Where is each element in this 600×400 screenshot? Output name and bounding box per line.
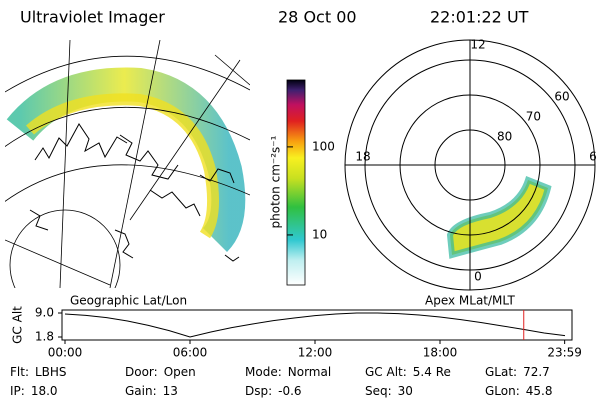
date: 28 Oct 00	[278, 8, 357, 27]
info-label: GLon:	[485, 384, 520, 398]
grid	[5, 40, 250, 288]
mlat-label: 80	[497, 129, 512, 143]
alt-frame	[61, 309, 573, 341]
info-item: Gain: 13	[125, 384, 178, 398]
info-label: Flt:	[10, 365, 29, 379]
info-label: IP:	[10, 384, 25, 398]
info-value: LBHS	[35, 365, 67, 379]
mlt-label: 12	[470, 38, 485, 52]
colorbar-tick-label: 100	[312, 139, 335, 153]
colorbar-label: photon cm⁻²s⁻¹	[269, 135, 283, 228]
y-tick-label: 9.0	[35, 306, 54, 320]
polar-label: Apex MLat/MLT	[425, 294, 515, 308]
info-value: 5.4 Re	[413, 365, 451, 379]
x-tick-label: 23:59	[547, 346, 582, 360]
info-label: Dsp:	[245, 384, 272, 398]
x-tick-label: 18:00	[423, 346, 458, 360]
info-item: GLon: 45.8	[485, 384, 552, 398]
info-item: Flt: LBHS	[10, 365, 67, 379]
colorbar-tick-label: 10	[312, 227, 327, 241]
info-value: Normal	[288, 365, 331, 379]
aurora-core	[26, 93, 219, 239]
info-value: -0.6	[278, 384, 301, 398]
mlat-label: 60	[554, 89, 569, 103]
mlat-label: 70	[526, 109, 541, 123]
info-label: Gain:	[125, 384, 157, 398]
time: 22:01:22 UT	[430, 8, 529, 27]
title: Ultraviolet Imager	[20, 8, 165, 27]
info-item: Seq: 30	[365, 384, 413, 398]
info-label: GLat:	[485, 365, 517, 379]
geo-image	[5, 40, 250, 288]
geo-label: Geographic Lat/Lon	[70, 294, 187, 308]
info-item: Door: Open	[125, 365, 196, 379]
altitude-curve	[64, 312, 566, 338]
info-value: Open	[164, 365, 196, 379]
mlt-label: 6	[589, 150, 597, 164]
info-item: IP: 18.0	[10, 384, 58, 398]
info-value: 18.0	[31, 384, 58, 398]
x-tick-label: 12:00	[298, 346, 333, 360]
mlt-label: 18	[355, 150, 370, 164]
info-label: Seq:	[365, 384, 392, 398]
info-item: GLat: 72.7	[485, 365, 550, 379]
info-value: 30	[398, 384, 413, 398]
mlt-label: 0	[474, 270, 482, 284]
x-tick-label: 06:00	[173, 346, 208, 360]
aurora	[6, 67, 246, 253]
coastlines	[29, 123, 240, 262]
info-value: 72.7	[523, 365, 550, 379]
info-label: Door:	[125, 365, 158, 379]
x-tick-label: 00:00	[48, 346, 83, 360]
y-tick-label: 1.8	[35, 330, 54, 344]
colorbar	[286, 79, 306, 286]
info-value: 45.8	[526, 384, 553, 398]
alt-ylabel: GC Alt	[11, 306, 25, 344]
info-label: Mode:	[245, 365, 282, 379]
info-label: GC Alt:	[365, 365, 407, 379]
info-item: Dsp: -0.6	[245, 384, 302, 398]
info-item: Mode: Normal	[245, 365, 331, 379]
info-value: 13	[163, 384, 178, 398]
aurora	[446, 176, 552, 259]
info-item: GC Alt: 5.4 Re	[365, 365, 451, 379]
